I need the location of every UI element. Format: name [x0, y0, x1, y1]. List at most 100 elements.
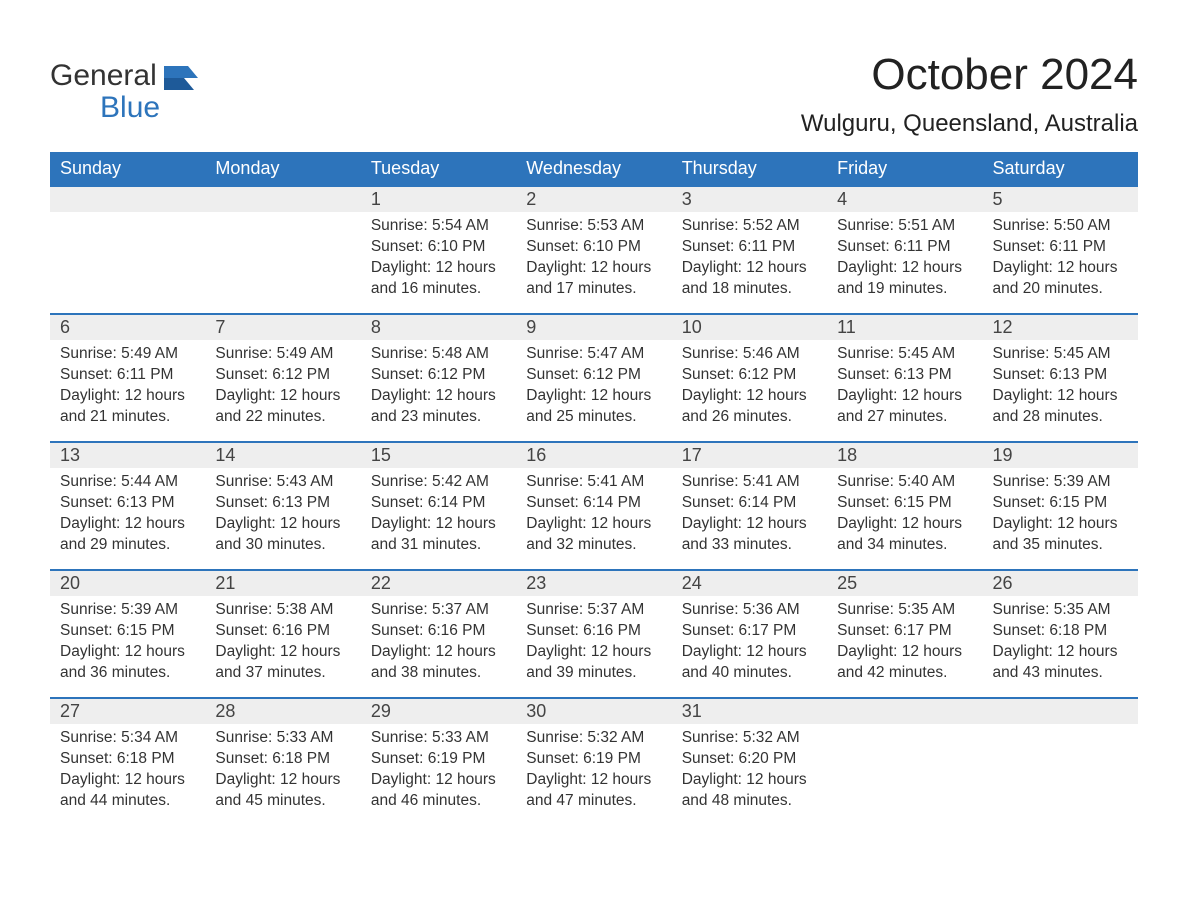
day-details: Sunrise: 5:48 AMSunset: 6:12 PMDaylight:…	[361, 340, 516, 434]
day-number: 29	[361, 699, 516, 724]
sunset-line: Sunset: 6:14 PM	[526, 493, 661, 514]
sunrise-line: Sunrise: 5:32 AM	[526, 728, 661, 749]
day-cell: 15Sunrise: 5:42 AMSunset: 6:14 PMDayligh…	[361, 442, 516, 570]
week-row: 1Sunrise: 5:54 AMSunset: 6:10 PMDaylight…	[50, 186, 1138, 314]
day-details: Sunrise: 5:41 AMSunset: 6:14 PMDaylight:…	[516, 468, 671, 562]
day-cell	[827, 698, 982, 826]
day-details: Sunrise: 5:45 AMSunset: 6:13 PMDaylight:…	[827, 340, 982, 434]
daylight-line: Daylight: 12 hours and 34 minutes.	[837, 514, 972, 556]
day-details: Sunrise: 5:42 AMSunset: 6:14 PMDaylight:…	[361, 468, 516, 562]
daylight-line: Daylight: 12 hours and 31 minutes.	[371, 514, 506, 556]
day-cell: 1Sunrise: 5:54 AMSunset: 6:10 PMDaylight…	[361, 186, 516, 314]
day-number: 24	[672, 571, 827, 596]
day-details: Sunrise: 5:49 AMSunset: 6:11 PMDaylight:…	[50, 340, 205, 434]
sunset-line: Sunset: 6:20 PM	[682, 749, 817, 770]
weekday-header: Monday	[205, 152, 360, 186]
daylight-line: Daylight: 12 hours and 19 minutes.	[837, 258, 972, 300]
calendar-body: 1Sunrise: 5:54 AMSunset: 6:10 PMDaylight…	[50, 186, 1138, 826]
daylight-line: Daylight: 12 hours and 47 minutes.	[526, 770, 661, 812]
daylight-line: Daylight: 12 hours and 33 minutes.	[682, 514, 817, 556]
day-cell: 22Sunrise: 5:37 AMSunset: 6:16 PMDayligh…	[361, 570, 516, 698]
sunrise-line: Sunrise: 5:41 AM	[526, 472, 661, 493]
daylight-line: Daylight: 12 hours and 25 minutes.	[526, 386, 661, 428]
sunset-line: Sunset: 6:13 PM	[837, 365, 972, 386]
day-cell: 16Sunrise: 5:41 AMSunset: 6:14 PMDayligh…	[516, 442, 671, 570]
day-details: Sunrise: 5:52 AMSunset: 6:11 PMDaylight:…	[672, 212, 827, 306]
sunset-line: Sunset: 6:18 PM	[215, 749, 350, 770]
sunrise-line: Sunrise: 5:35 AM	[993, 600, 1128, 621]
day-details: Sunrise: 5:34 AMSunset: 6:18 PMDaylight:…	[50, 724, 205, 818]
daylight-line: Daylight: 12 hours and 44 minutes.	[60, 770, 195, 812]
daylight-line: Daylight: 12 hours and 30 minutes.	[215, 514, 350, 556]
daylight-line: Daylight: 12 hours and 23 minutes.	[371, 386, 506, 428]
day-cell: 4Sunrise: 5:51 AMSunset: 6:11 PMDaylight…	[827, 186, 982, 314]
day-cell: 6Sunrise: 5:49 AMSunset: 6:11 PMDaylight…	[50, 314, 205, 442]
day-number: 5	[983, 187, 1138, 212]
location: Wulguru, Queensland, Australia	[801, 110, 1138, 138]
weekday-header: Saturday	[983, 152, 1138, 186]
sunset-line: Sunset: 6:17 PM	[682, 621, 817, 642]
sunset-line: Sunset: 6:11 PM	[837, 237, 972, 258]
flag-icon	[164, 66, 198, 90]
day-number: 16	[516, 443, 671, 468]
day-details: Sunrise: 5:36 AMSunset: 6:17 PMDaylight:…	[672, 596, 827, 690]
day-details: Sunrise: 5:47 AMSunset: 6:12 PMDaylight:…	[516, 340, 671, 434]
day-details: Sunrise: 5:35 AMSunset: 6:18 PMDaylight:…	[983, 596, 1138, 690]
daylight-line: Daylight: 12 hours and 38 minutes.	[371, 642, 506, 684]
day-number: 3	[672, 187, 827, 212]
sunrise-line: Sunrise: 5:33 AM	[215, 728, 350, 749]
day-number: 30	[516, 699, 671, 724]
day-cell: 13Sunrise: 5:44 AMSunset: 6:13 PMDayligh…	[50, 442, 205, 570]
day-details: Sunrise: 5:33 AMSunset: 6:19 PMDaylight:…	[361, 724, 516, 818]
day-number	[50, 187, 205, 212]
sunset-line: Sunset: 6:18 PM	[60, 749, 195, 770]
day-details: Sunrise: 5:33 AMSunset: 6:18 PMDaylight:…	[205, 724, 360, 818]
day-cell: 10Sunrise: 5:46 AMSunset: 6:12 PMDayligh…	[672, 314, 827, 442]
day-cell: 2Sunrise: 5:53 AMSunset: 6:10 PMDaylight…	[516, 186, 671, 314]
sunset-line: Sunset: 6:17 PM	[837, 621, 972, 642]
sunrise-line: Sunrise: 5:42 AM	[371, 472, 506, 493]
day-cell: 26Sunrise: 5:35 AMSunset: 6:18 PMDayligh…	[983, 570, 1138, 698]
day-number: 4	[827, 187, 982, 212]
day-number: 11	[827, 315, 982, 340]
day-details: Sunrise: 5:32 AMSunset: 6:19 PMDaylight:…	[516, 724, 671, 818]
day-details: Sunrise: 5:45 AMSunset: 6:13 PMDaylight:…	[983, 340, 1138, 434]
day-details: Sunrise: 5:32 AMSunset: 6:20 PMDaylight:…	[672, 724, 827, 818]
day-number: 17	[672, 443, 827, 468]
daylight-line: Daylight: 12 hours and 43 minutes.	[993, 642, 1128, 684]
week-row: 20Sunrise: 5:39 AMSunset: 6:15 PMDayligh…	[50, 570, 1138, 698]
header: General Blue October 2024 Wulguru, Queen…	[50, 50, 1138, 152]
sunset-line: Sunset: 6:15 PM	[993, 493, 1128, 514]
weekday-header: Wednesday	[516, 152, 671, 186]
day-cell: 29Sunrise: 5:33 AMSunset: 6:19 PMDayligh…	[361, 698, 516, 826]
day-cell: 8Sunrise: 5:48 AMSunset: 6:12 PMDaylight…	[361, 314, 516, 442]
sunset-line: Sunset: 6:16 PM	[215, 621, 350, 642]
sunset-line: Sunset: 6:15 PM	[837, 493, 972, 514]
sunset-line: Sunset: 6:16 PM	[526, 621, 661, 642]
sunset-line: Sunset: 6:13 PM	[215, 493, 350, 514]
daylight-line: Daylight: 12 hours and 17 minutes.	[526, 258, 661, 300]
month-title: October 2024	[801, 50, 1138, 100]
day-details: Sunrise: 5:35 AMSunset: 6:17 PMDaylight:…	[827, 596, 982, 690]
day-number: 9	[516, 315, 671, 340]
daylight-line: Daylight: 12 hours and 21 minutes.	[60, 386, 195, 428]
daylight-line: Daylight: 12 hours and 45 minutes.	[215, 770, 350, 812]
sunset-line: Sunset: 6:19 PM	[526, 749, 661, 770]
day-cell: 9Sunrise: 5:47 AMSunset: 6:12 PMDaylight…	[516, 314, 671, 442]
daylight-line: Daylight: 12 hours and 35 minutes.	[993, 514, 1128, 556]
day-cell: 31Sunrise: 5:32 AMSunset: 6:20 PMDayligh…	[672, 698, 827, 826]
day-details: Sunrise: 5:54 AMSunset: 6:10 PMDaylight:…	[361, 212, 516, 306]
sunrise-line: Sunrise: 5:37 AM	[526, 600, 661, 621]
day-number: 20	[50, 571, 205, 596]
daylight-line: Daylight: 12 hours and 37 minutes.	[215, 642, 350, 684]
brand-line2: Blue	[100, 91, 160, 124]
day-details: Sunrise: 5:44 AMSunset: 6:13 PMDaylight:…	[50, 468, 205, 562]
sunrise-line: Sunrise: 5:37 AM	[371, 600, 506, 621]
day-details: Sunrise: 5:38 AMSunset: 6:16 PMDaylight:…	[205, 596, 360, 690]
sunrise-line: Sunrise: 5:46 AM	[682, 344, 817, 365]
sunrise-line: Sunrise: 5:49 AM	[60, 344, 195, 365]
weekday-header: Sunday	[50, 152, 205, 186]
sunrise-line: Sunrise: 5:47 AM	[526, 344, 661, 365]
day-number: 12	[983, 315, 1138, 340]
day-number: 2	[516, 187, 671, 212]
